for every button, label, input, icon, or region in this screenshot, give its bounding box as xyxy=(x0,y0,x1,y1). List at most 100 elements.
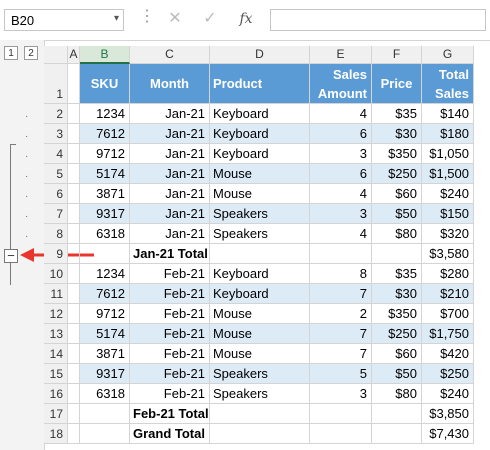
cell-product[interactable] xyxy=(210,404,310,424)
cell-product[interactable]: Mouse xyxy=(210,184,310,204)
cell-price[interactable]: $80 xyxy=(372,224,422,244)
cell-month[interactable]: Jan-21 xyxy=(130,204,210,224)
cell-price[interactable]: $35 xyxy=(372,104,422,124)
cell-sku[interactable]: 5174 xyxy=(80,324,130,344)
subtotal-label[interactable]: Jan-21 Total xyxy=(130,244,210,264)
header-sales-amount[interactable]: Sales Amount xyxy=(310,64,372,104)
cell[interactable] xyxy=(68,204,80,224)
cell-total-sales[interactable]: $1,050 xyxy=(422,144,474,164)
cell-sales-amount[interactable]: 4 xyxy=(310,104,372,124)
row-header[interactable]: 9 xyxy=(44,244,68,264)
col-header-c[interactable]: C xyxy=(130,46,210,64)
cell-month[interactable]: Feb-21 xyxy=(130,284,210,304)
cell-sales-amount[interactable]: 3 xyxy=(310,144,372,164)
cell-total-sales[interactable]: $240 xyxy=(422,184,474,204)
cell-total-sales[interactable]: $1,500 xyxy=(422,164,474,184)
cell-product[interactable]: Keyboard xyxy=(210,144,310,164)
cell-sales-amount[interactable]: 7 xyxy=(310,324,372,344)
cell-month[interactable]: Feb-21 xyxy=(130,384,210,404)
cell-price[interactable]: $60 xyxy=(372,344,422,364)
cell-sales-amount[interactable] xyxy=(310,424,372,444)
row-header[interactable]: 2 xyxy=(44,104,68,124)
collapse-group-button[interactable]: − xyxy=(4,249,18,263)
cancel-icon[interactable]: ✕ xyxy=(168,10,182,27)
cell-total-sales[interactable]: $700 xyxy=(422,304,474,324)
subtotal-label[interactable]: Grand Total xyxy=(130,424,210,444)
cell-sku[interactable]: 1234 xyxy=(80,104,130,124)
cell[interactable] xyxy=(68,284,80,304)
cell-product[interactable]: Mouse xyxy=(210,304,310,324)
row-header[interactable]: 7 xyxy=(44,204,68,224)
row-header[interactable]: 11 xyxy=(44,284,68,304)
cell-sku[interactable]: 3871 xyxy=(80,344,130,364)
cell-total-sales[interactable]: $150 xyxy=(422,204,474,224)
cell-price[interactable]: $30 xyxy=(372,124,422,144)
outline-level-1-button[interactable]: 1 xyxy=(4,46,18,60)
cell-sku[interactable]: 7612 xyxy=(80,284,130,304)
cell-product[interactable]: Mouse xyxy=(210,324,310,344)
cell-product[interactable]: Keyboard xyxy=(210,124,310,144)
cell-product[interactable] xyxy=(210,244,310,264)
cell[interactable] xyxy=(68,244,80,264)
cell-month[interactable]: Feb-21 xyxy=(130,324,210,344)
cell[interactable] xyxy=(68,184,80,204)
cell-month[interactable]: Feb-21 xyxy=(130,364,210,384)
cell[interactable] xyxy=(68,424,80,444)
header-price[interactable]: Price xyxy=(372,64,422,104)
cell-sales-amount[interactable]: 6 xyxy=(310,164,372,184)
cell-product[interactable] xyxy=(210,424,310,444)
cell-price[interactable]: $80 xyxy=(372,384,422,404)
cell-sku[interactable] xyxy=(80,424,130,444)
cell-product[interactable]: Speakers xyxy=(210,204,310,224)
cell[interactable] xyxy=(68,124,80,144)
row-header[interactable]: 14 xyxy=(44,344,68,364)
cell-sales-amount[interactable]: 8 xyxy=(310,264,372,284)
cell[interactable] xyxy=(68,384,80,404)
cell[interactable] xyxy=(68,344,80,364)
cell-product[interactable]: Speakers xyxy=(210,224,310,244)
col-header-g[interactable]: G xyxy=(422,46,474,64)
row-header[interactable]: 15 xyxy=(44,364,68,384)
cell-total-sales[interactable]: $140 xyxy=(422,104,474,124)
cell-sales-amount[interactable] xyxy=(310,244,372,264)
cell-total-sales[interactable]: $180 xyxy=(422,124,474,144)
cell-total-sales[interactable]: $1,750 xyxy=(422,324,474,344)
cell[interactable] xyxy=(68,144,80,164)
cell-product[interactable]: Keyboard xyxy=(210,104,310,124)
cell[interactable] xyxy=(68,404,80,424)
cell-sku[interactable]: 3871 xyxy=(80,184,130,204)
row-header[interactable]: 6 xyxy=(44,184,68,204)
row-header[interactable]: 5 xyxy=(44,164,68,184)
cell-price[interactable] xyxy=(372,244,422,264)
cell-month[interactable]: Jan-21 xyxy=(130,104,210,124)
cell[interactable] xyxy=(68,324,80,344)
cell[interactable] xyxy=(68,364,80,384)
cell-price[interactable]: $50 xyxy=(372,364,422,384)
cell[interactable] xyxy=(68,164,80,184)
cell-sku[interactable]: 9317 xyxy=(80,204,130,224)
row-header[interactable]: 10 xyxy=(44,264,68,284)
cell-month[interactable]: Jan-21 xyxy=(130,224,210,244)
cell-total-sales[interactable]: $3,850 xyxy=(422,404,474,424)
cell-total-sales[interactable]: $210 xyxy=(422,284,474,304)
cell-sales-amount[interactable]: 3 xyxy=(310,384,372,404)
row-header[interactable]: 18 xyxy=(44,424,68,444)
subtotal-label[interactable]: Feb-21 Total xyxy=(130,404,210,424)
cell-price[interactable]: $250 xyxy=(372,324,422,344)
insert-function-icon[interactable]: fx xyxy=(239,11,253,27)
select-all-corner[interactable] xyxy=(44,46,68,64)
cell-sku[interactable] xyxy=(80,244,130,264)
cell-sales-amount[interactable] xyxy=(310,404,372,424)
cell-price[interactable]: $60 xyxy=(372,184,422,204)
cell-price[interactable] xyxy=(372,404,422,424)
cell-sales-amount[interactable]: 2 xyxy=(310,304,372,324)
cell-sku[interactable]: 7612 xyxy=(80,124,130,144)
cell-product[interactable]: Keyboard xyxy=(210,284,310,304)
cell-sku[interactable]: 5174 xyxy=(80,164,130,184)
cell-total-sales[interactable]: $3,580 xyxy=(422,244,474,264)
cell-total-sales[interactable]: $280 xyxy=(422,264,474,284)
cell-sku[interactable] xyxy=(80,404,130,424)
row-header[interactable]: 4 xyxy=(44,144,68,164)
cell-sku[interactable]: 9712 xyxy=(80,144,130,164)
cell-total-sales[interactable]: $420 xyxy=(422,344,474,364)
